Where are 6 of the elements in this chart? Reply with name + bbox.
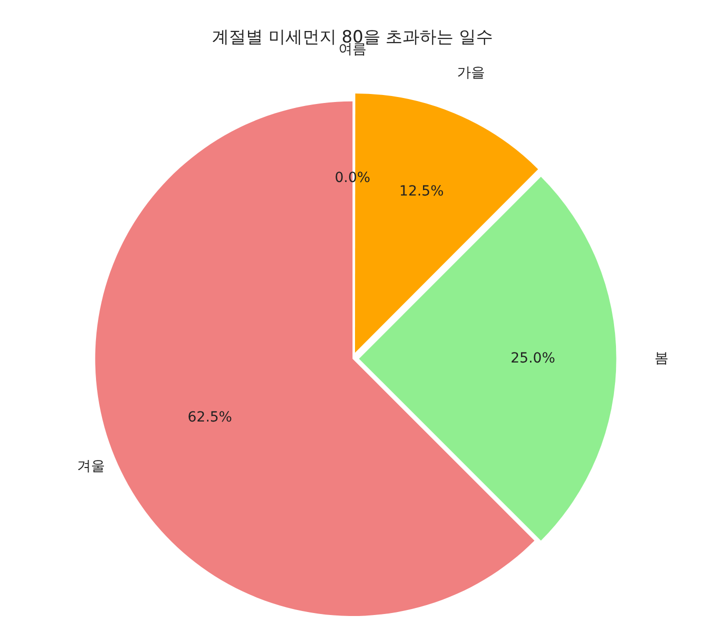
data-label: 62.5% xyxy=(188,409,232,426)
slice-label: 봄 xyxy=(654,350,669,366)
data-label: 12.5% xyxy=(399,184,444,200)
slice-label: 겨울 xyxy=(77,458,106,475)
data-label: 25.0% xyxy=(510,350,556,366)
slice-label: 가을 xyxy=(456,64,485,81)
